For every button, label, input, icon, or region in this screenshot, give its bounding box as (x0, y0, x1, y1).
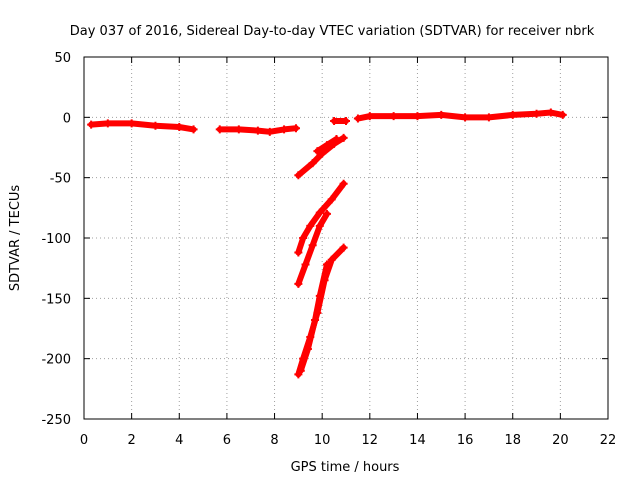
data-point (546, 108, 555, 117)
data-point (322, 209, 331, 218)
data-point (339, 133, 348, 142)
data-point (327, 255, 336, 264)
data-point (508, 110, 517, 119)
x-tick-label: 14 (409, 433, 426, 448)
data-point (332, 135, 341, 144)
y-axis-label: SDTVAR / TECUs (8, 185, 23, 292)
data-point (151, 121, 160, 130)
data-point (365, 112, 374, 121)
x-tick-label: 2 (127, 433, 135, 448)
data-point (353, 114, 362, 123)
x-tick-label: 16 (457, 433, 474, 448)
data-point (280, 125, 289, 134)
data-point (296, 366, 305, 375)
data-point (303, 345, 312, 354)
x-tick-label: 4 (175, 433, 183, 448)
data-point (327, 195, 336, 204)
x-axis-label: GPS time / hours (291, 460, 400, 475)
data-series (87, 108, 567, 379)
plot-frame (83, 56, 609, 420)
data-point (484, 113, 493, 122)
data-point (189, 125, 198, 134)
y-tick-label: -100 (41, 232, 71, 247)
data-point (306, 221, 315, 230)
data-point (294, 171, 303, 180)
data-point (103, 119, 112, 128)
data-point (437, 110, 446, 119)
y-tick-label: -200 (41, 353, 71, 368)
data-point (315, 221, 324, 230)
x-tick-label: 8 (270, 433, 278, 448)
y-tick-label: -50 (50, 172, 71, 187)
data-point (313, 147, 322, 156)
data-point (175, 122, 184, 131)
data-point (339, 243, 348, 252)
data-track-j (297, 261, 330, 374)
data-point (291, 124, 300, 133)
data-point (308, 159, 317, 168)
data-point (532, 109, 541, 118)
x-tick-label: 10 (314, 433, 331, 448)
data-point (299, 234, 308, 242)
data-point (339, 179, 348, 188)
y-tick-label: 0 (63, 111, 71, 126)
data-point (315, 208, 324, 217)
x-tick-label: 18 (504, 433, 521, 448)
data-point (308, 241, 317, 250)
data-point (265, 127, 274, 136)
data-point (322, 260, 331, 269)
x-tick-label: 22 (600, 433, 617, 448)
y-tick-label: 50 (54, 51, 71, 66)
data-point (461, 113, 470, 122)
x-tick-label: 20 (552, 433, 569, 448)
data-point (301, 260, 310, 269)
data-point (234, 125, 243, 134)
data-point (322, 141, 331, 150)
data-point (215, 125, 224, 134)
data-point (342, 116, 350, 125)
data-point (87, 120, 96, 129)
data-point (413, 112, 422, 121)
data-point (127, 119, 136, 128)
x-tick-label: 0 (80, 433, 88, 448)
y-tick-label: -150 (41, 292, 71, 307)
data-point (294, 248, 303, 257)
data-point (311, 316, 320, 325)
data-point (294, 279, 303, 288)
y-tick-label: -250 (41, 413, 71, 428)
data-point (330, 116, 339, 125)
data-point (253, 126, 262, 135)
data-point (315, 291, 324, 300)
data-point (558, 110, 567, 119)
tick-labels: 0 2 4 6 8 10 12 14 16 18 20 22 50 0 -50 -100 -150 -200 -25… (41, 51, 616, 448)
x-tick-label: 6 (223, 433, 231, 448)
data-point (389, 112, 398, 121)
chart-title: Day 037 of 2016, Sidereal Day-to-day VTE… (70, 24, 595, 39)
x-tick-label: 12 (362, 433, 379, 448)
